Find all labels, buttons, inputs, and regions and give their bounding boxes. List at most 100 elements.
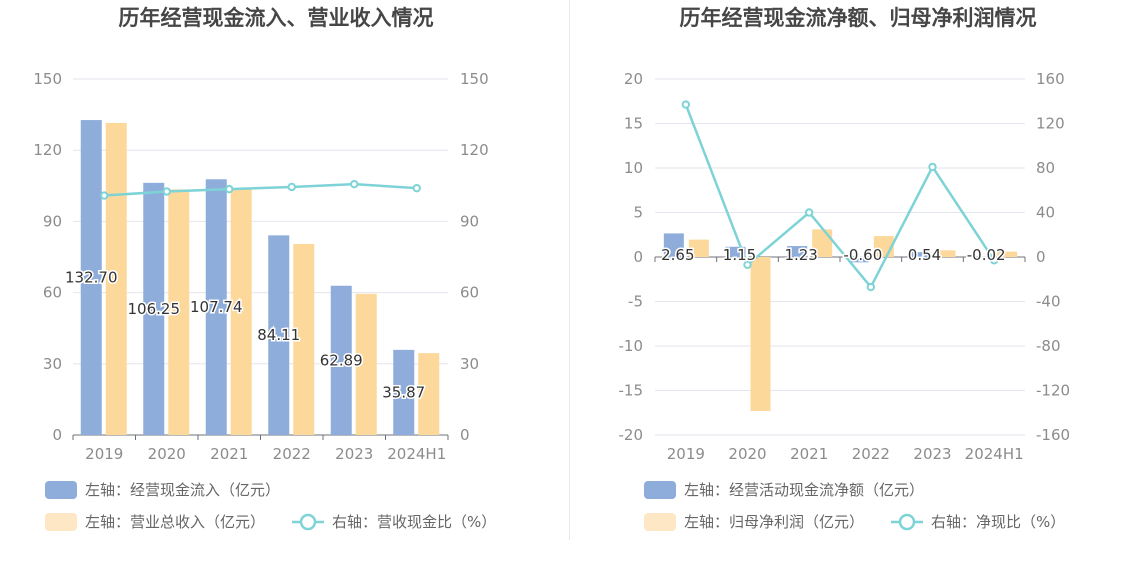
x-axis-category-label: 2024H1 xyxy=(387,445,446,463)
bar-secondary xyxy=(935,250,956,257)
left-axis-tick-label: 20 xyxy=(624,70,643,88)
left-axis-tick-label: 10 xyxy=(624,159,643,177)
bar-primary xyxy=(725,246,746,257)
bar-primary xyxy=(910,252,931,257)
left-axis-tick-label: 5 xyxy=(633,204,643,222)
x-axis-category-label: 2020 xyxy=(728,445,766,463)
ratio-point xyxy=(162,187,171,196)
legend-swatch-marker xyxy=(299,513,317,531)
right-axis-tick-label: -40 xyxy=(1036,293,1061,311)
bar-data-label: 62.89 xyxy=(320,351,363,369)
ratio-point xyxy=(743,260,752,269)
right-axis-tick-label: 90 xyxy=(460,212,479,230)
bar-secondary xyxy=(688,239,709,257)
x-axis-category-label: 2019 xyxy=(85,445,123,463)
bar-primary xyxy=(972,257,993,258)
bar-secondary xyxy=(168,189,190,435)
ratio-line xyxy=(684,104,996,290)
right-axis-tick-label: 120 xyxy=(460,141,489,159)
bar-data-label: 2.65 xyxy=(661,246,694,264)
x-axis-category-label: 2021 xyxy=(790,445,828,463)
ratio-point xyxy=(287,182,296,192)
right-axis-tick-label: 120 xyxy=(1036,115,1065,133)
chart-net-cashflow-profit: 历年经营现金流净额、归母净利润情况 -20 -15 -10 -5 0 5 10 15 20 -16… xyxy=(619,6,1070,531)
bar-primary xyxy=(787,246,808,257)
chart-title: 历年经营现金流入、营业收入情况 xyxy=(119,6,434,30)
right-axis-tick-label: -120 xyxy=(1036,382,1070,400)
bar-secondary xyxy=(750,257,771,411)
bar-data-label: 1.23 xyxy=(784,246,817,264)
x-axis-category-label: 2023 xyxy=(335,445,373,463)
left-axis-tick-label: -15 xyxy=(619,382,644,400)
legend-label: 右轴：营收现金比（%） xyxy=(332,513,496,531)
left-axis-tick-label: 90 xyxy=(43,212,62,230)
x-axis-category-label: 2023 xyxy=(913,445,951,463)
left-axis-tick-label: 0 xyxy=(52,426,62,444)
ratio-point xyxy=(350,179,359,189)
legend-swatch-bar xyxy=(45,481,77,499)
left-axis-tick-label: -5 xyxy=(628,293,643,311)
ratio-point xyxy=(225,184,234,194)
legend-label: 左轴：归母净利润（亿元） xyxy=(684,513,864,531)
right-axis-tick-label: 80 xyxy=(1036,159,1055,177)
legend-label: 左轴：经营活动现金流净额（亿元） xyxy=(684,481,924,499)
bar-data-label: -0.02 xyxy=(967,246,1006,264)
ratio-line xyxy=(104,182,417,197)
panel-divider xyxy=(569,0,570,540)
legend-swatch-bar xyxy=(644,481,676,499)
bar-secondary xyxy=(293,243,315,435)
left-axis-tick-label: -20 xyxy=(619,426,644,444)
x-axis-category-label: 2022 xyxy=(273,445,311,463)
bar-data-label: 106.25 xyxy=(128,300,181,318)
x-axis-category-label: 2021 xyxy=(210,445,248,463)
bar-data-label: 35.87 xyxy=(382,383,425,401)
bar-secondary xyxy=(105,122,127,435)
right-axis-tick-label: 0 xyxy=(460,426,470,444)
left-axis-tick-label: -10 xyxy=(619,337,644,355)
bar-primary xyxy=(848,257,869,263)
bar-secondary xyxy=(418,353,440,435)
legend-swatch-bar xyxy=(45,513,77,531)
ratio-point xyxy=(989,256,999,265)
bar-data-label: 1.15 xyxy=(723,246,756,264)
bar-data-label: 132.70 xyxy=(65,269,118,287)
bars xyxy=(663,229,1018,411)
bar-data-label: 0.54 xyxy=(908,246,941,264)
legend-swatch-bar xyxy=(644,513,676,531)
right-axis-tick-label: 0 xyxy=(1036,248,1046,266)
right-axis-tick-label: 150 xyxy=(460,70,489,88)
ratio-point xyxy=(866,282,876,292)
right-axis-tick-label: -160 xyxy=(1036,426,1070,444)
x-axis-category-label: 2020 xyxy=(148,445,186,463)
legend-swatch-marker xyxy=(898,513,916,531)
bar-primary xyxy=(143,182,165,435)
x-axis-category-label: 2022 xyxy=(852,445,890,463)
legend-label: 右轴：净现比（%） xyxy=(931,513,1065,531)
bar-data-label: 107.74 xyxy=(190,298,243,316)
bar-primary xyxy=(268,235,290,435)
bar-secondary xyxy=(355,293,377,435)
chart-title: 历年经营现金流净额、归母净利润情况 xyxy=(680,6,1037,30)
legend-label: 左轴：经营现金流入（亿元） xyxy=(85,481,280,499)
grid xyxy=(73,78,448,436)
right-axis-tick-label: -80 xyxy=(1036,337,1061,355)
bar-primary xyxy=(205,179,227,435)
bars xyxy=(80,120,440,436)
bar-secondary xyxy=(997,251,1018,257)
bar-primary xyxy=(80,120,102,436)
left-axis-tick-label: 120 xyxy=(33,141,62,159)
ratio-point xyxy=(928,162,937,172)
bar-primary xyxy=(663,233,684,257)
x-axis-category-label: 2019 xyxy=(667,445,705,463)
bar-data-label: -0.60 xyxy=(843,246,882,264)
right-axis-tick-label: 60 xyxy=(460,284,479,302)
bar-data-label: 84.11 xyxy=(257,326,300,344)
chart-cash-inflow-revenue: 历年经营现金流入、营业收入情况 0 30 60 90 120 150 0 30 60 90 120 1… xyxy=(33,6,496,531)
ratio-point xyxy=(804,208,814,217)
x-axis-category-label: 2024H1 xyxy=(965,445,1024,463)
ratio-point xyxy=(681,100,691,109)
left-axis-tick-label: 0 xyxy=(633,248,643,266)
right-axis-tick-label: 40 xyxy=(1036,204,1055,222)
ratio-point xyxy=(412,183,421,193)
bar-secondary xyxy=(812,229,833,257)
